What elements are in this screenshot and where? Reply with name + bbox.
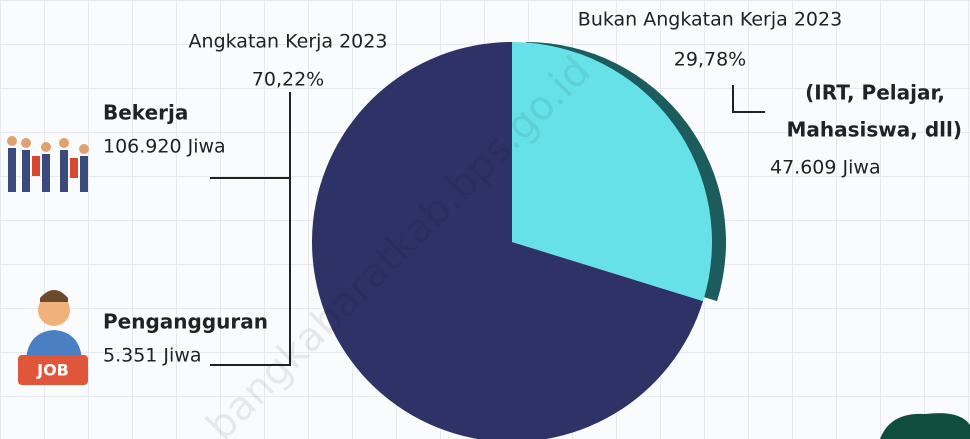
annotation-value: 106.920 Jiwa — [103, 136, 226, 158]
pie-slice — [312, 42, 704, 439]
slice-value: 70,22% — [252, 69, 324, 91]
slice-label: Angkatan Kerja 2023 — [189, 31, 388, 53]
workers-icon — [7, 136, 89, 192]
connector — [210, 92, 291, 366]
icon-text: JOB — [36, 361, 69, 380]
slice-label: Bukan Angkatan Kerja 2023 — [578, 9, 842, 31]
pie — [312, 42, 726, 439]
annotation-title: (IRT, Pelajar, — [805, 81, 945, 105]
annotation-title: Pengangguran — [103, 310, 268, 334]
annotation-value: 5.351 Jiwa — [103, 345, 202, 367]
slice-value: 29,78% — [674, 49, 746, 71]
annotation-title: Bekerja — [103, 101, 188, 125]
job-icon: JOB — [18, 290, 88, 385]
annotation-title: Mahasiswa, dll) — [787, 118, 963, 142]
decoration — [880, 413, 970, 439]
connector — [732, 85, 765, 113]
pie-slice — [512, 42, 712, 302]
annotation-value: 47.609 Jiwa — [770, 157, 881, 179]
